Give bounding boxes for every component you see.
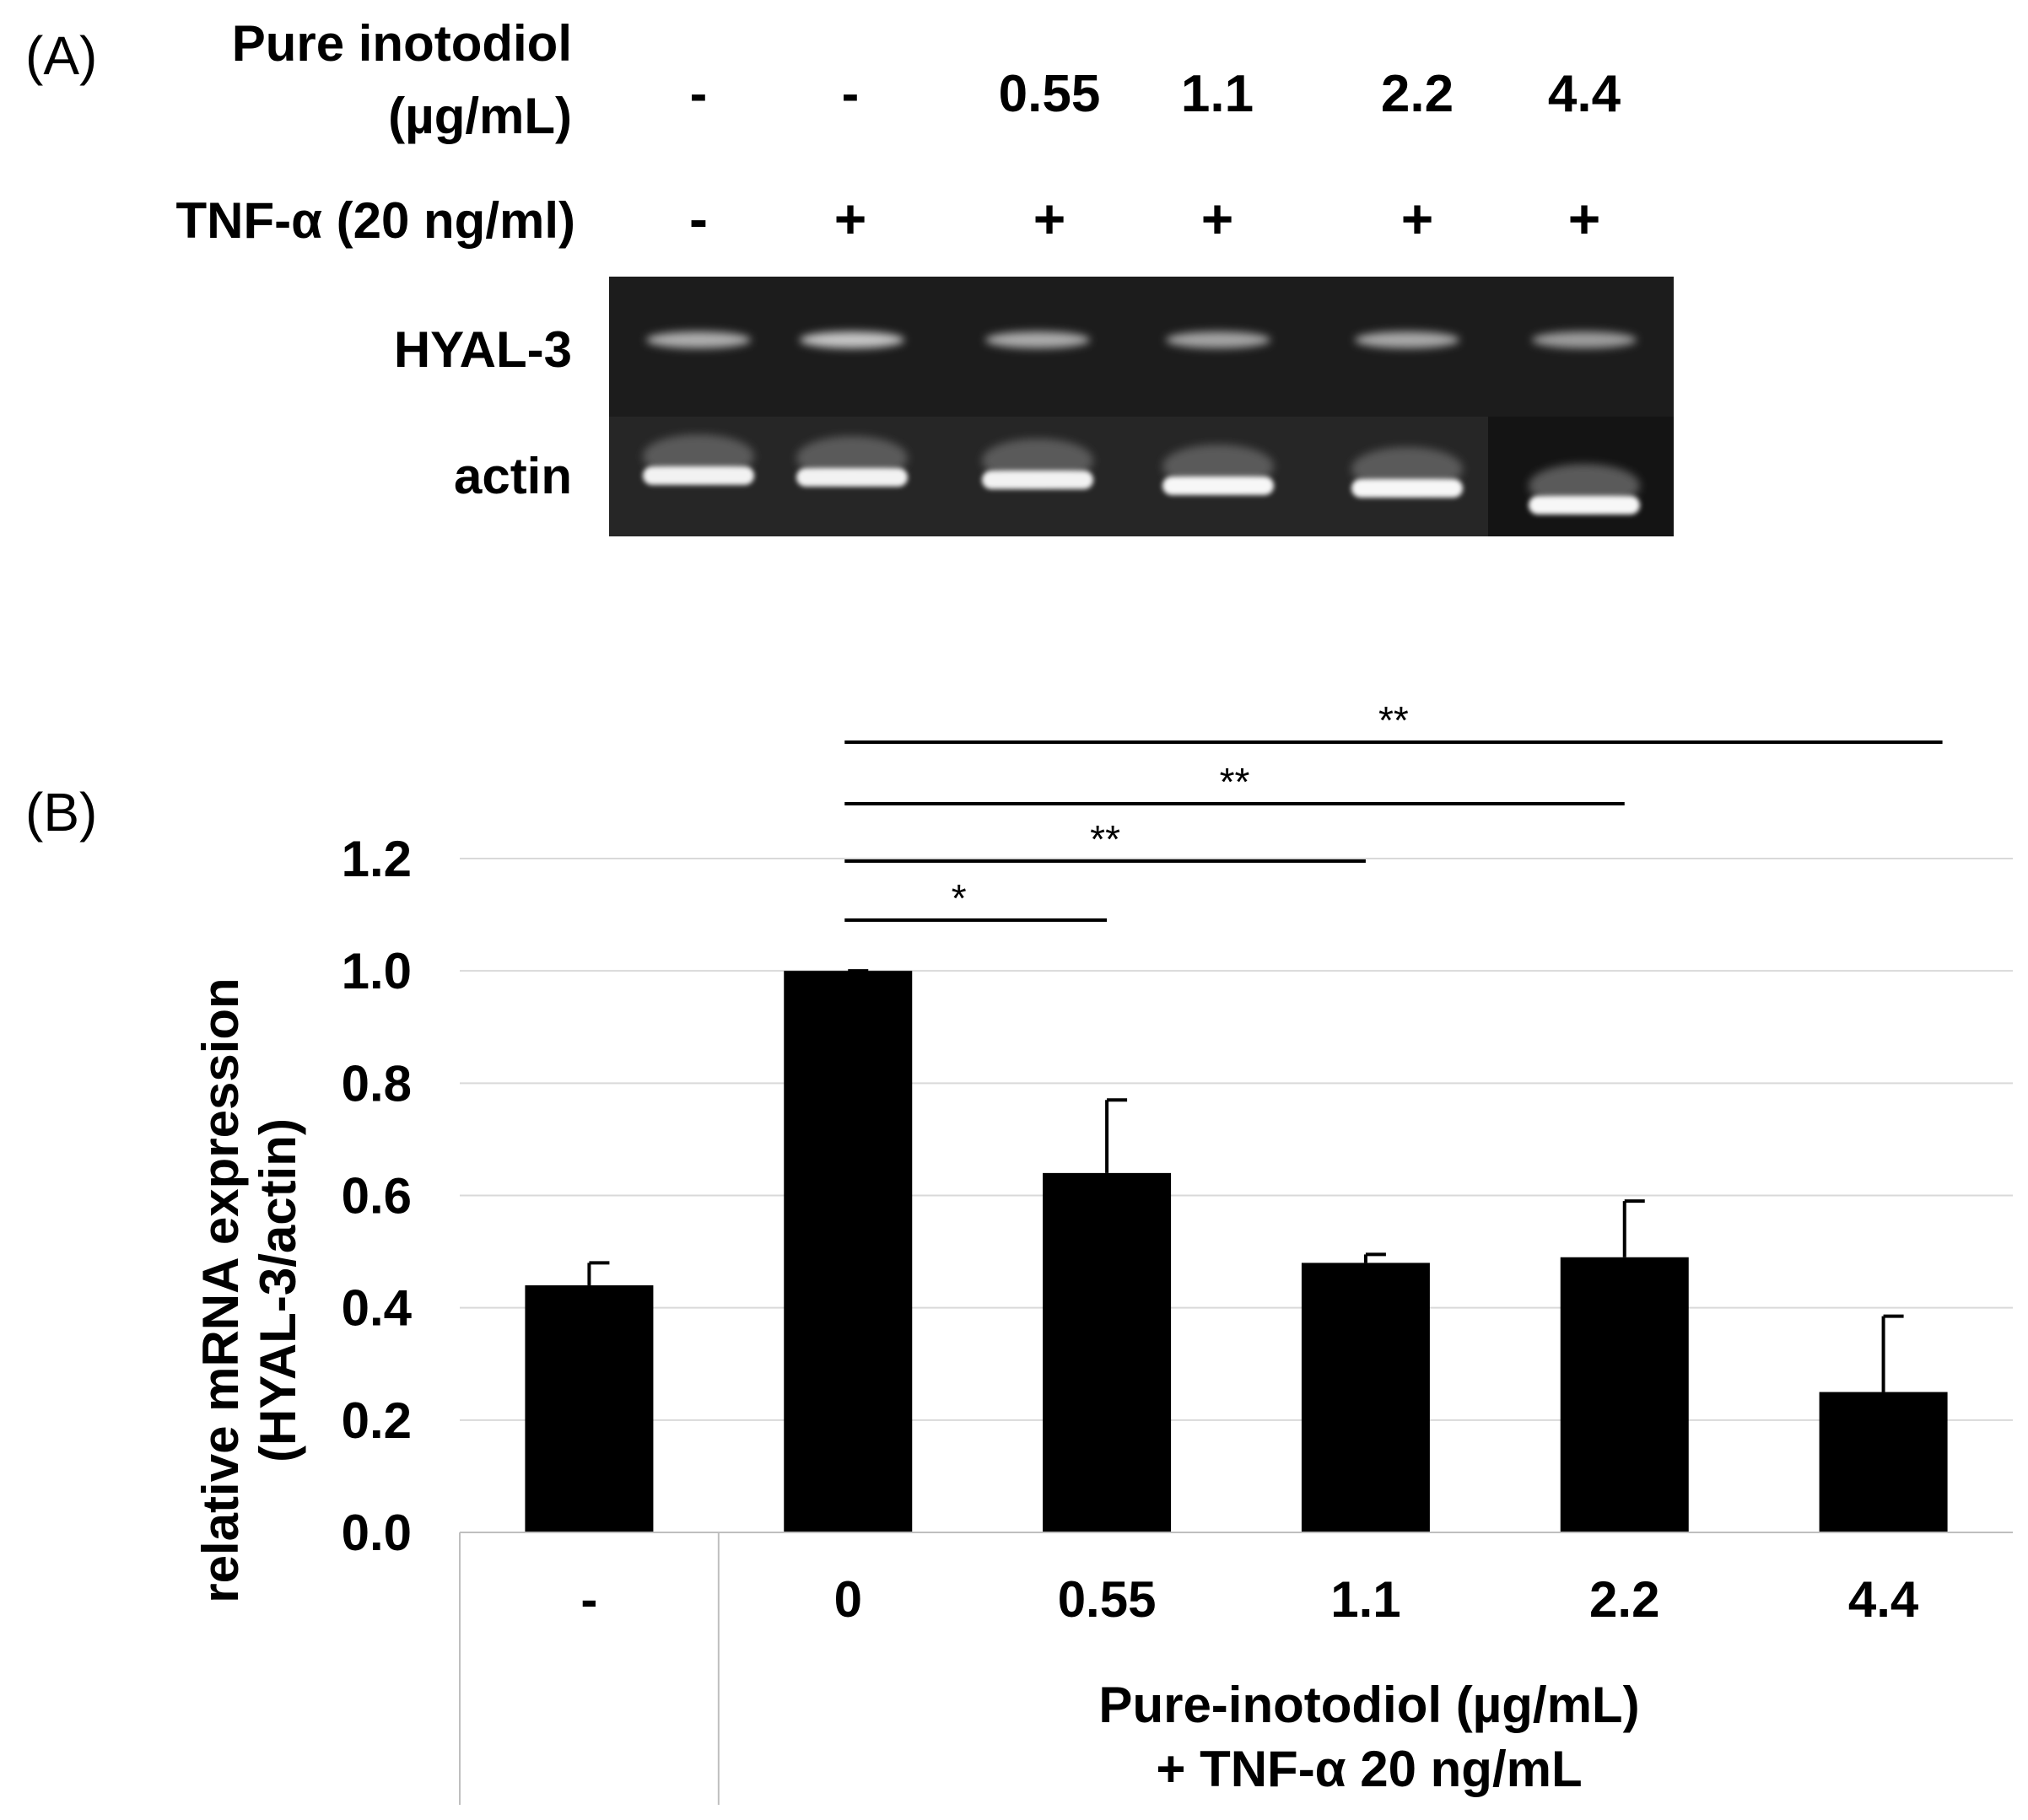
hyal3-band [985, 331, 1090, 348]
x-tick-labels: - 0 0.55 1.1 2.2 4.4 [580, 1571, 1918, 1628]
y-tick-labels: 0.0 0.2 0.4 0.6 0.8 1.0 1.2 [342, 831, 413, 1561]
actin-band [796, 468, 908, 487]
concentration-label: 1.1 [1181, 65, 1254, 123]
actin-band [982, 471, 1093, 489]
concentration-label: 4.4 [1548, 65, 1621, 123]
y-tick-label: 1.0 [342, 943, 412, 999]
tnf-sign: + [1401, 187, 1434, 250]
x-tick-label: 4.4 [1848, 1571, 1919, 1628]
actin-band [1529, 496, 1640, 514]
tnf-sign: + [1568, 187, 1601, 250]
significance-label: ** [1090, 817, 1120, 861]
gel-image [609, 277, 1674, 536]
concentration-label: 0.55 [999, 65, 1101, 123]
tnf-sign: + [1033, 187, 1066, 250]
significance-label: * [952, 876, 967, 920]
y-tick-label: 1.2 [342, 831, 412, 887]
x-tick-label: - [580, 1571, 597, 1628]
x-tick-label: 0.55 [1058, 1571, 1157, 1628]
treatment-label-line2: (µg/mL) [388, 88, 572, 144]
bar [1043, 1172, 1172, 1532]
bar [1301, 1263, 1430, 1532]
band-label-actin: actin [454, 448, 572, 504]
significance-label: ** [1220, 760, 1250, 804]
panel-b-label: (B) [25, 782, 97, 843]
y-tick-label: 0.2 [342, 1392, 412, 1449]
concentration-label: - [690, 65, 708, 123]
tnf-label: TNF-α (20 ng/ml) [175, 192, 575, 249]
y-tick-label: 0.0 [342, 1505, 412, 1561]
y-tick-label: 0.4 [342, 1280, 413, 1337]
concentration-labels: - - 0.55 1.1 2.2 4.4 [690, 65, 1621, 123]
actin-bands [643, 434, 1640, 514]
x-axis [459, 1532, 2013, 1805]
actin-band [643, 466, 754, 485]
bar [784, 971, 913, 1532]
bar [525, 1285, 654, 1532]
hyal3-bands [646, 331, 1637, 348]
bar [1819, 1392, 1948, 1532]
hyal3-band [1355, 331, 1459, 348]
actin-band [1162, 477, 1274, 495]
bars [525, 971, 1948, 1532]
tnf-sign: + [1201, 187, 1234, 250]
y-tick-label: 0.6 [342, 1168, 412, 1225]
y-axis-label-line2: (HYAL-3/actin) [250, 1118, 306, 1462]
y-tick-label: 0.8 [342, 1055, 412, 1112]
hyal3-band [646, 331, 751, 348]
band-label-hyal3: HYAL-3 [394, 321, 572, 378]
grid-lines [460, 858, 2013, 1421]
error-bars [587, 969, 1904, 1392]
hyal3-band [1166, 331, 1270, 348]
gel-hyal3-strip [609, 277, 1674, 417]
tnf-sign: - [689, 187, 708, 250]
concentration-label: 2.2 [1381, 65, 1454, 123]
group-label-line2: + TNF-α 20 ng/mL [1156, 1741, 1582, 1797]
significance-label: ** [1378, 698, 1409, 742]
tnf-labels: - + + + + + [689, 187, 1600, 250]
actin-band [1351, 479, 1463, 498]
y-axis-label-line1: relative mRNA expression [192, 977, 249, 1602]
group-label-line1: Pure-inotodiol (µg/mL) [1098, 1677, 1639, 1733]
x-tick-label: 0 [834, 1571, 862, 1628]
x-tick-label: 2.2 [1589, 1571, 1659, 1628]
hyal3-band [800, 331, 904, 348]
x-tick-label: 1.1 [1330, 1571, 1400, 1628]
hyal3-band [1532, 331, 1637, 348]
significance-brackets: ******* [844, 698, 1943, 922]
treatment-label-line1: Pure inotodiol [232, 15, 572, 72]
bar [1560, 1257, 1689, 1532]
panel-a-label: (A) [25, 25, 97, 86]
concentration-label: - [842, 65, 860, 123]
tnf-sign: + [834, 187, 867, 250]
